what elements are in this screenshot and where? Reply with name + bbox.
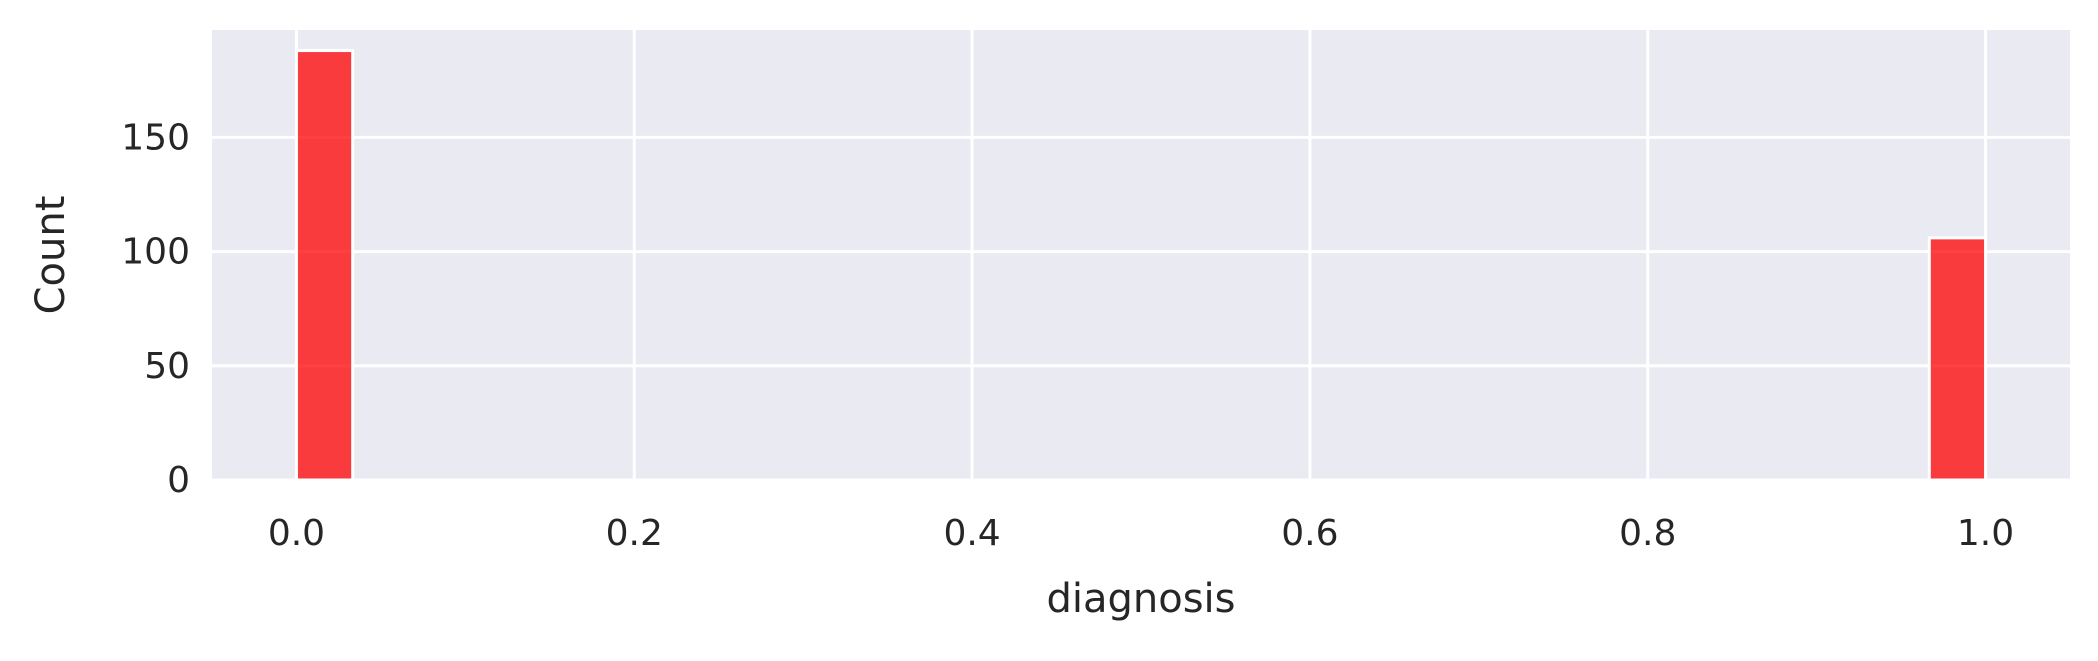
y-tick-label: 50 — [144, 346, 190, 387]
y-tick-label: 150 — [121, 117, 190, 158]
x-tick-label: 0.6 — [1281, 513, 1338, 554]
x-tick-label: 0.8 — [1619, 513, 1676, 554]
x-tick-label: 0.2 — [606, 513, 663, 554]
y-tick-label: 100 — [121, 232, 190, 273]
tick-labels: 0.0 0.2 0.4 0.6 0.8 1.0 0 50 100 150 — [121, 117, 2014, 554]
x-tick-label: 0.0 — [268, 513, 325, 554]
x-axis-label: diagnosis — [1046, 576, 1235, 622]
x-tick-label: 0.4 — [943, 513, 1000, 554]
histogram-bar-1 — [1927, 236, 1988, 482]
y-axis-label: Count — [28, 196, 74, 315]
plot-background — [212, 30, 2070, 480]
x-tick-label: 1.0 — [1957, 513, 2014, 554]
histogram-bar-0 — [294, 49, 355, 482]
y-tick-label: 0 — [167, 460, 190, 501]
histogram-bars — [294, 49, 1988, 482]
